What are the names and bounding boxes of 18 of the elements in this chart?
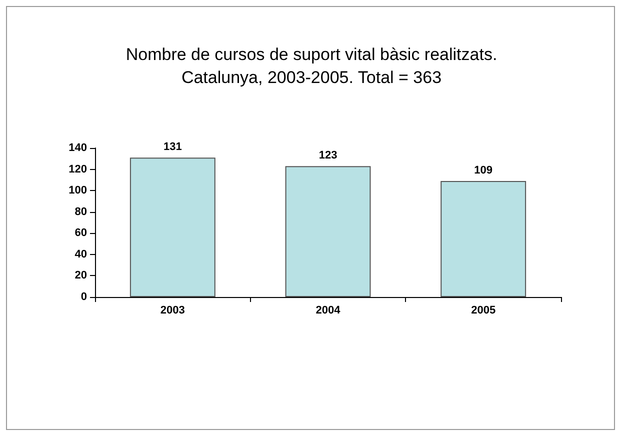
data-label: 123 bbox=[318, 150, 338, 162]
y-tick-label: 20 bbox=[74, 270, 87, 282]
bar bbox=[440, 180, 526, 297]
y-tick-label: 60 bbox=[74, 227, 87, 240]
y-tick-label: 100 bbox=[68, 184, 87, 197]
bar bbox=[130, 158, 216, 297]
data-label: 109 bbox=[474, 164, 493, 176]
x-tick-label: 2004 bbox=[316, 304, 342, 316]
data-label: 131 bbox=[163, 141, 182, 154]
x-tick-label: 2005 bbox=[471, 304, 496, 316]
y-tick-label: 140 bbox=[68, 142, 87, 154]
chart-title: Nombre de cursos de suport vital bàsic realitzats. Catalunya, 2003-2005. Total = 363 bbox=[126, 45, 498, 87]
y-tick-label: 120 bbox=[68, 163, 87, 176]
y-tick-label: 40 bbox=[74, 248, 87, 260]
y-tick-label: 0 bbox=[80, 291, 87, 303]
bar bbox=[285, 166, 371, 297]
y-tick-label: 80 bbox=[74, 206, 87, 218]
x-tick-label: 2003 bbox=[160, 304, 185, 316]
